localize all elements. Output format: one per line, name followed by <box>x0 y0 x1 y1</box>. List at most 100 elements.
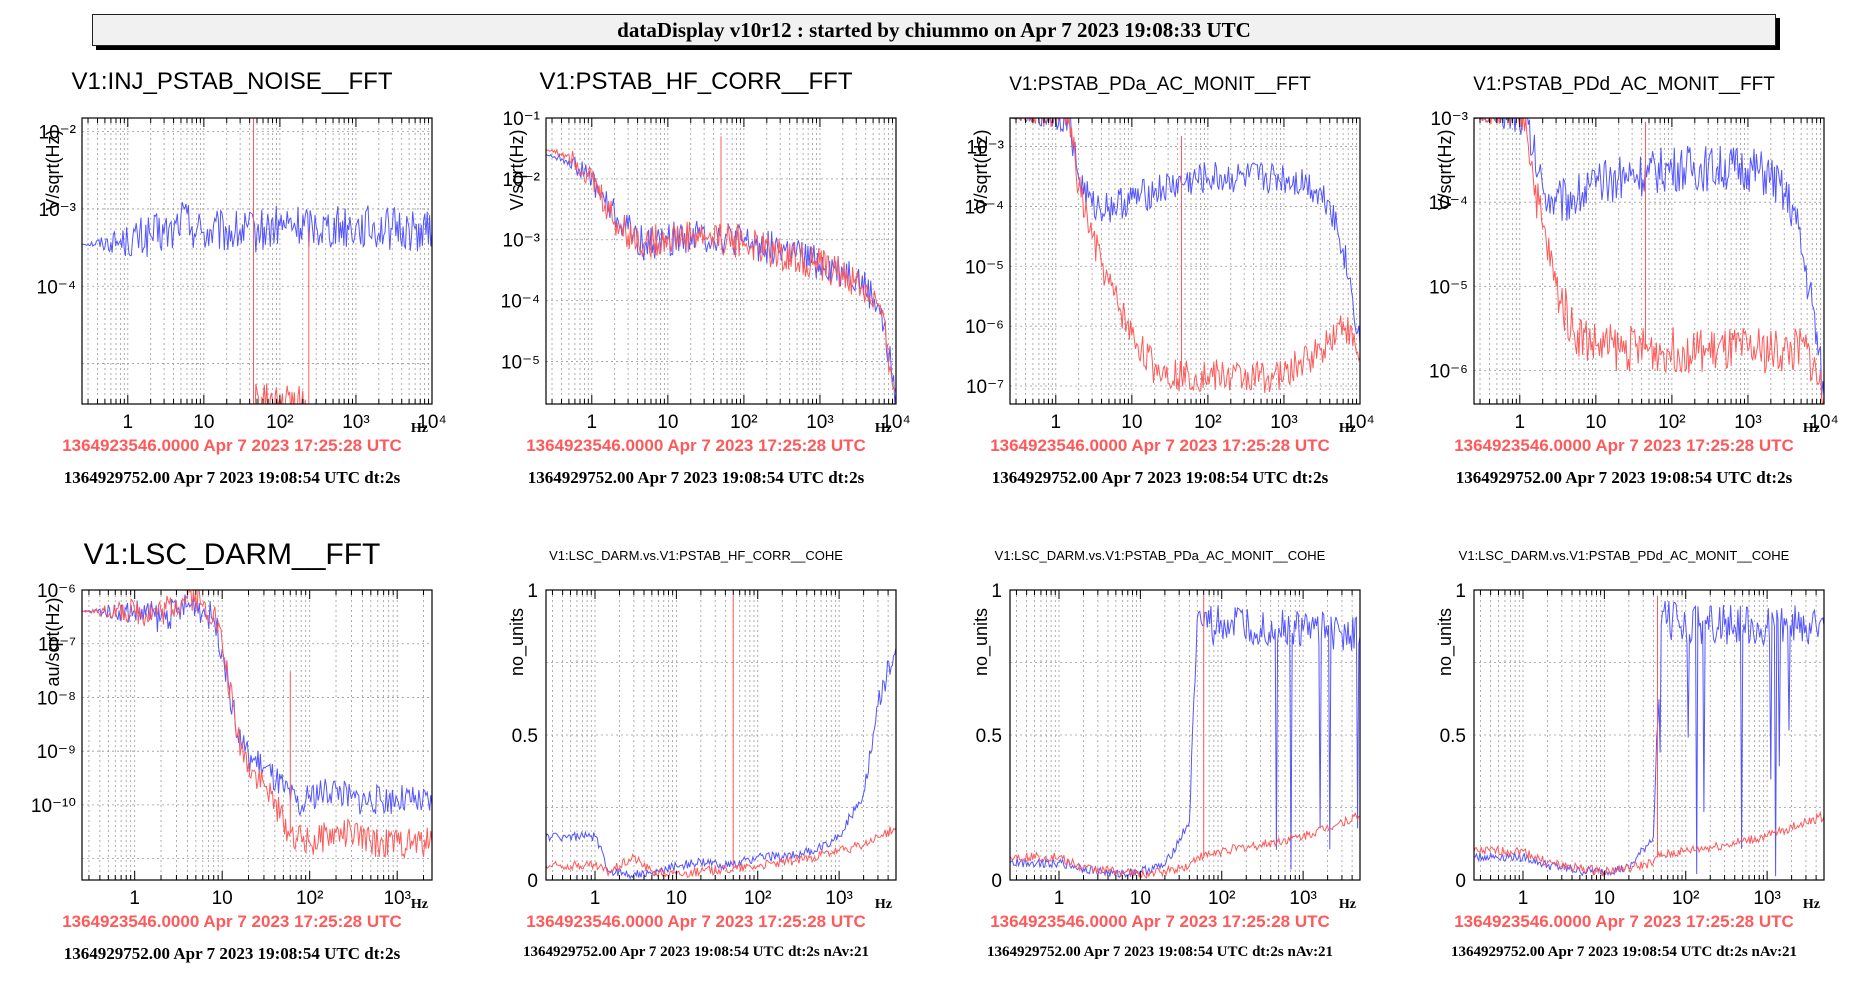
y-axis-label: no_units <box>507 607 527 677</box>
current-series-line <box>1010 604 1360 879</box>
y-axis-label: no_units <box>1435 607 1455 677</box>
plot-panel-2: V1:PSTAB_HF_CORR__FFT 1 10 10² 10³ 10⁴ Hz 10⁻¹ 1… <box>464 52 928 522</box>
current-timestamp: 1364929752.00 Apr 7 2023 19:08:54 UTC dt… <box>986 944 1334 960</box>
x-unit-label: Hz <box>1803 897 1820 912</box>
x-tick-label: 10 <box>1594 888 1615 909</box>
x-tick-label: 10⁴ <box>417 412 446 433</box>
plot-panel-8: V1:LSC_DARM.vs.V1:PSTAB_PDd_AC_MONIT__CO… <box>1392 528 1856 998</box>
plot-title: V1:LSC_DARM.vs.V1:PSTAB_PDd_AC_MONIT__CO… <box>1458 548 1790 563</box>
current-timestamp: 1364929752.00 Apr 7 2023 19:08:54 UTC dt… <box>1450 944 1798 960</box>
current-series-line <box>1474 118 1824 398</box>
y-tick-label: 10⁻³ <box>39 200 77 221</box>
y-axis-label: V/sqrt(Hz) <box>507 129 527 211</box>
reference-timestamp: 1364923546.0000 Apr 7 2023 17:25:28 UTC <box>62 912 402 931</box>
y-tick-label: 0.5 <box>976 726 1002 747</box>
x-unit-label: Hz <box>411 897 428 912</box>
plot-frame <box>1473 589 1825 881</box>
tick-marks <box>1479 118 1825 404</box>
y-axis-label: V/sqrt(Hz) <box>971 129 991 211</box>
tick-marks <box>551 118 897 404</box>
plot-frame <box>1009 117 1361 405</box>
grid-lines <box>82 589 432 880</box>
x-tick-label: 1 <box>586 412 597 433</box>
y-axis-label: V/sqrt(Hz) <box>43 129 63 211</box>
plot-title: V1:INJ_PSTAB_NOISE__FFT <box>71 68 393 95</box>
x-tick-label: 10² <box>266 412 293 433</box>
y-tick-label: 10⁻⁵ <box>1429 277 1468 298</box>
y-tick-label: 0 <box>527 871 538 892</box>
reference-series-line <box>546 595 896 879</box>
current-series-line <box>82 594 432 817</box>
y-tick-label: 10⁻³ <box>503 231 541 252</box>
x-tick-label: 1 <box>1050 412 1061 433</box>
x-unit-label: Hz <box>875 897 892 912</box>
tick-marks <box>1015 118 1361 404</box>
reference-series-line <box>1474 595 1824 877</box>
y-tick-label: 1 <box>1455 581 1466 602</box>
plot-panel-3: V1:PSTAB_PDa_AC_MONIT__FFT 1 10 10² 10³ 10⁴ Hz… <box>928 52 1392 522</box>
x-unit-label: Hz <box>1339 421 1356 436</box>
y-tick-label: 10⁻⁹ <box>37 742 76 763</box>
x-tick-label: 10³ <box>806 412 833 433</box>
x-tick-label: 10² <box>1672 888 1699 909</box>
y-tick-label: 10⁻⁸ <box>37 688 76 709</box>
y-tick-label: 10⁻⁶ <box>965 317 1004 338</box>
y-tick-label: 10⁻³ <box>1431 109 1469 130</box>
x-tick-label: 10³ <box>1753 888 1780 909</box>
current-series-line <box>546 647 896 880</box>
x-tick-label: 10² <box>744 888 771 909</box>
y-tick-label: 0.5 <box>512 726 538 747</box>
grid-lines <box>82 118 433 404</box>
reference-series-line <box>253 118 310 404</box>
current-series-line <box>82 201 432 257</box>
x-tick-label: 10 <box>1130 888 1151 909</box>
plot-frame <box>81 589 433 881</box>
y-tick-label: 10⁻⁵ <box>501 352 540 373</box>
x-tick-label: 10² <box>730 412 757 433</box>
reference-timestamp: 1364923546.0000 Apr 7 2023 17:25:28 UTC <box>1454 912 1794 931</box>
x-tick-label: 10 <box>212 888 233 909</box>
x-tick-label: 10 <box>1121 412 1142 433</box>
reference-series-line <box>1010 595 1360 879</box>
y-tick-label: 10⁻⁶ <box>1429 362 1468 383</box>
plot-panel-4: V1:PSTAB_PDd_AC_MONIT__FFT 1 10 10² 10³ 10⁴ Hz… <box>1392 52 1856 522</box>
plot-title: V1:LSC_DARM.vs.V1:PSTAB_PDa_AC_MONIT__CO… <box>994 548 1326 563</box>
y-tick-label: 10⁻² <box>39 123 77 144</box>
plot-area: 1 10 10² 10³ Hz 1 0.5 0 <box>1440 581 1825 912</box>
y-tick-label: 10⁻⁷ <box>38 635 76 656</box>
x-tick-label: 10 <box>657 412 678 433</box>
y-tick-label: 1 <box>991 581 1002 602</box>
plot-frame <box>1009 589 1361 881</box>
y-axis-label: au/sqrt(Hz) <box>43 597 63 687</box>
reference-series-line <box>82 590 432 860</box>
x-tick-label: 10 <box>1585 412 1606 433</box>
reference-series-line <box>1010 118 1360 393</box>
y-tick-label: 10⁻³ <box>967 138 1005 159</box>
x-tick-label: 10⁴ <box>1345 412 1374 433</box>
y-tick-label: 10⁻² <box>503 170 541 191</box>
x-tick-label: 1 <box>122 412 133 433</box>
y-tick-label: 10⁻⁶ <box>37 581 76 602</box>
x-tick-label: 10² <box>296 888 323 909</box>
plot-panel-1: V1:INJ_PSTAB_NOISE__FFT 1 10 10² 10³ 10⁴ Hz 10⁻… <box>0 52 464 522</box>
plot-panel-6: V1:LSC_DARM.vs.V1:PSTAB_HF_CORR__COHE 1 10… <box>464 528 928 998</box>
x-tick-label: 10³ <box>825 888 852 909</box>
plot-panel-5: V1:LSC_DARM__FFT 1 10 10² 10³ Hz 10⁻⁶ 10⁻⁷ 10⁻⁸ 1… <box>0 528 464 998</box>
x-tick-label: 10³ <box>1270 412 1297 433</box>
reference-timestamp: 1364923546.0000 Apr 7 2023 17:25:28 UTC <box>990 912 1330 931</box>
reference-timestamp: 1364923546.0000 Apr 7 2023 17:25:28 UTC <box>62 436 402 455</box>
x-tick-label: 1 <box>590 888 601 909</box>
plot-area: 1 10 10² 10³ Hz 1 0.5 0 <box>976 581 1361 912</box>
x-tick-label: 1 <box>1054 888 1065 909</box>
current-timestamp: 1364929752.00 Apr 7 2023 19:08:54 UTC dt… <box>63 468 401 487</box>
y-tick-label: 1 <box>527 581 538 602</box>
current-timestamp: 1364929752.00 Apr 7 2023 19:08:54 UTC dt… <box>1455 468 1793 487</box>
x-unit-label: Hz <box>1339 897 1356 912</box>
x-tick-label: 1 <box>129 888 140 909</box>
reference-series-line <box>546 136 896 394</box>
x-tick-label: 10 <box>193 412 214 433</box>
